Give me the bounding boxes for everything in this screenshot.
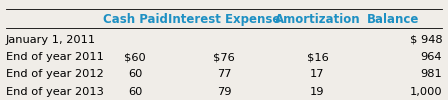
Text: 17: 17 <box>310 69 325 79</box>
Text: $60: $60 <box>124 52 146 62</box>
Text: 1,000: 1,000 <box>409 87 442 97</box>
Text: 60: 60 <box>128 87 142 97</box>
Text: Cash Paid: Cash Paid <box>103 13 168 26</box>
Text: Balance: Balance <box>367 13 419 26</box>
Text: 964: 964 <box>421 52 442 62</box>
Text: End of year 2012: End of year 2012 <box>6 69 103 79</box>
Text: 77: 77 <box>217 69 231 79</box>
Text: 19: 19 <box>310 87 325 97</box>
Text: $16: $16 <box>306 52 328 62</box>
Text: Amortization: Amortization <box>275 13 360 26</box>
Text: $ 948: $ 948 <box>409 35 442 45</box>
Text: 981: 981 <box>420 69 442 79</box>
Text: End of year 2013: End of year 2013 <box>6 87 104 97</box>
Text: 60: 60 <box>128 69 142 79</box>
Text: $76: $76 <box>213 52 235 62</box>
Text: End of year 2011: End of year 2011 <box>6 52 104 62</box>
Text: January 1, 2011: January 1, 2011 <box>6 35 96 45</box>
Text: Interest Expense: Interest Expense <box>168 13 280 26</box>
Text: 79: 79 <box>217 87 231 97</box>
